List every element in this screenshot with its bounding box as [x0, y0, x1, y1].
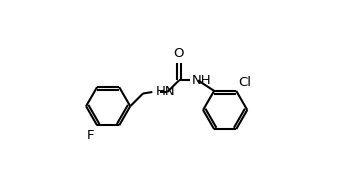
Text: F: F	[87, 129, 95, 142]
Text: HN: HN	[155, 85, 175, 98]
Text: O: O	[174, 47, 184, 60]
Text: Cl: Cl	[239, 76, 251, 89]
Text: NH: NH	[192, 74, 211, 86]
